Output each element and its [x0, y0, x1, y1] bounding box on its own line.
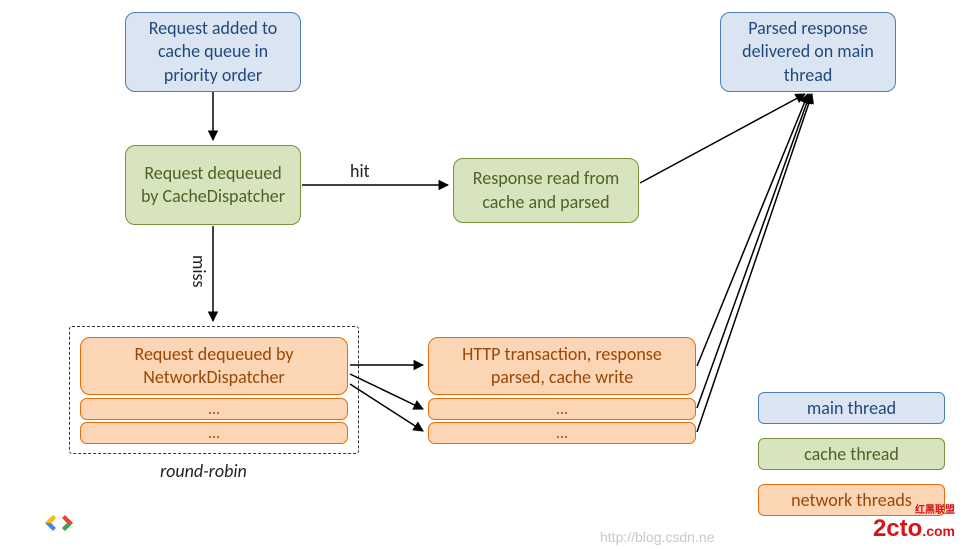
legend-label: main thread: [807, 397, 896, 419]
stack-label: ...: [208, 424, 220, 443]
stack-item: ...: [80, 398, 348, 420]
legend-label: cache thread: [804, 443, 899, 465]
node-label: Request dequeued by CacheDispatcher: [134, 162, 292, 209]
edge-label-hit: hit: [350, 160, 370, 182]
node-http-transaction: HTTP transaction, response parsed, cache…: [428, 337, 696, 395]
stack-item: ...: [80, 422, 348, 444]
legend-main-thread: main thread: [758, 392, 945, 424]
cto-logo: 红黑联盟 2cto.com: [873, 515, 955, 543]
cto-tag: 红黑联盟: [915, 501, 955, 516]
stack-label: ...: [556, 424, 568, 443]
stack-label: ...: [208, 400, 220, 419]
round-robin-label: round-robin: [160, 460, 247, 482]
node-label: Request dequeued by NetworkDispatcher: [89, 343, 339, 390]
cto-main: 2cto: [873, 515, 922, 542]
node-label: HTTP transaction, response parsed, cache…: [437, 343, 687, 390]
node-response-read-cache: Response read from cache and parsed: [453, 158, 639, 223]
stack-label: ...: [556, 400, 568, 419]
node-label: Parsed response delivered on main thread: [729, 17, 887, 87]
edge-label-miss: miss: [188, 255, 210, 288]
cto-suffix: .com: [922, 523, 955, 539]
stack-item: ...: [428, 398, 696, 420]
node-label: Response read from cache and parsed: [462, 167, 630, 214]
stack-item: ...: [428, 422, 696, 444]
node-label: Request added to cache queue in priority…: [134, 17, 292, 87]
node-cache-dispatcher: Request dequeued by CacheDispatcher: [125, 145, 301, 225]
legend-label: network threads: [791, 489, 912, 511]
google-dev-logo-icon: [35, 509, 83, 537]
node-parsed-response: Parsed response delivered on main thread: [720, 12, 896, 92]
legend-cache-thread: cache thread: [758, 438, 945, 470]
watermark-text: http://blog.csdn.ne: [600, 529, 714, 545]
node-request-added: Request added to cache queue in priority…: [125, 12, 301, 92]
node-network-dispatcher: Request dequeued by NetworkDispatcher: [80, 337, 348, 395]
